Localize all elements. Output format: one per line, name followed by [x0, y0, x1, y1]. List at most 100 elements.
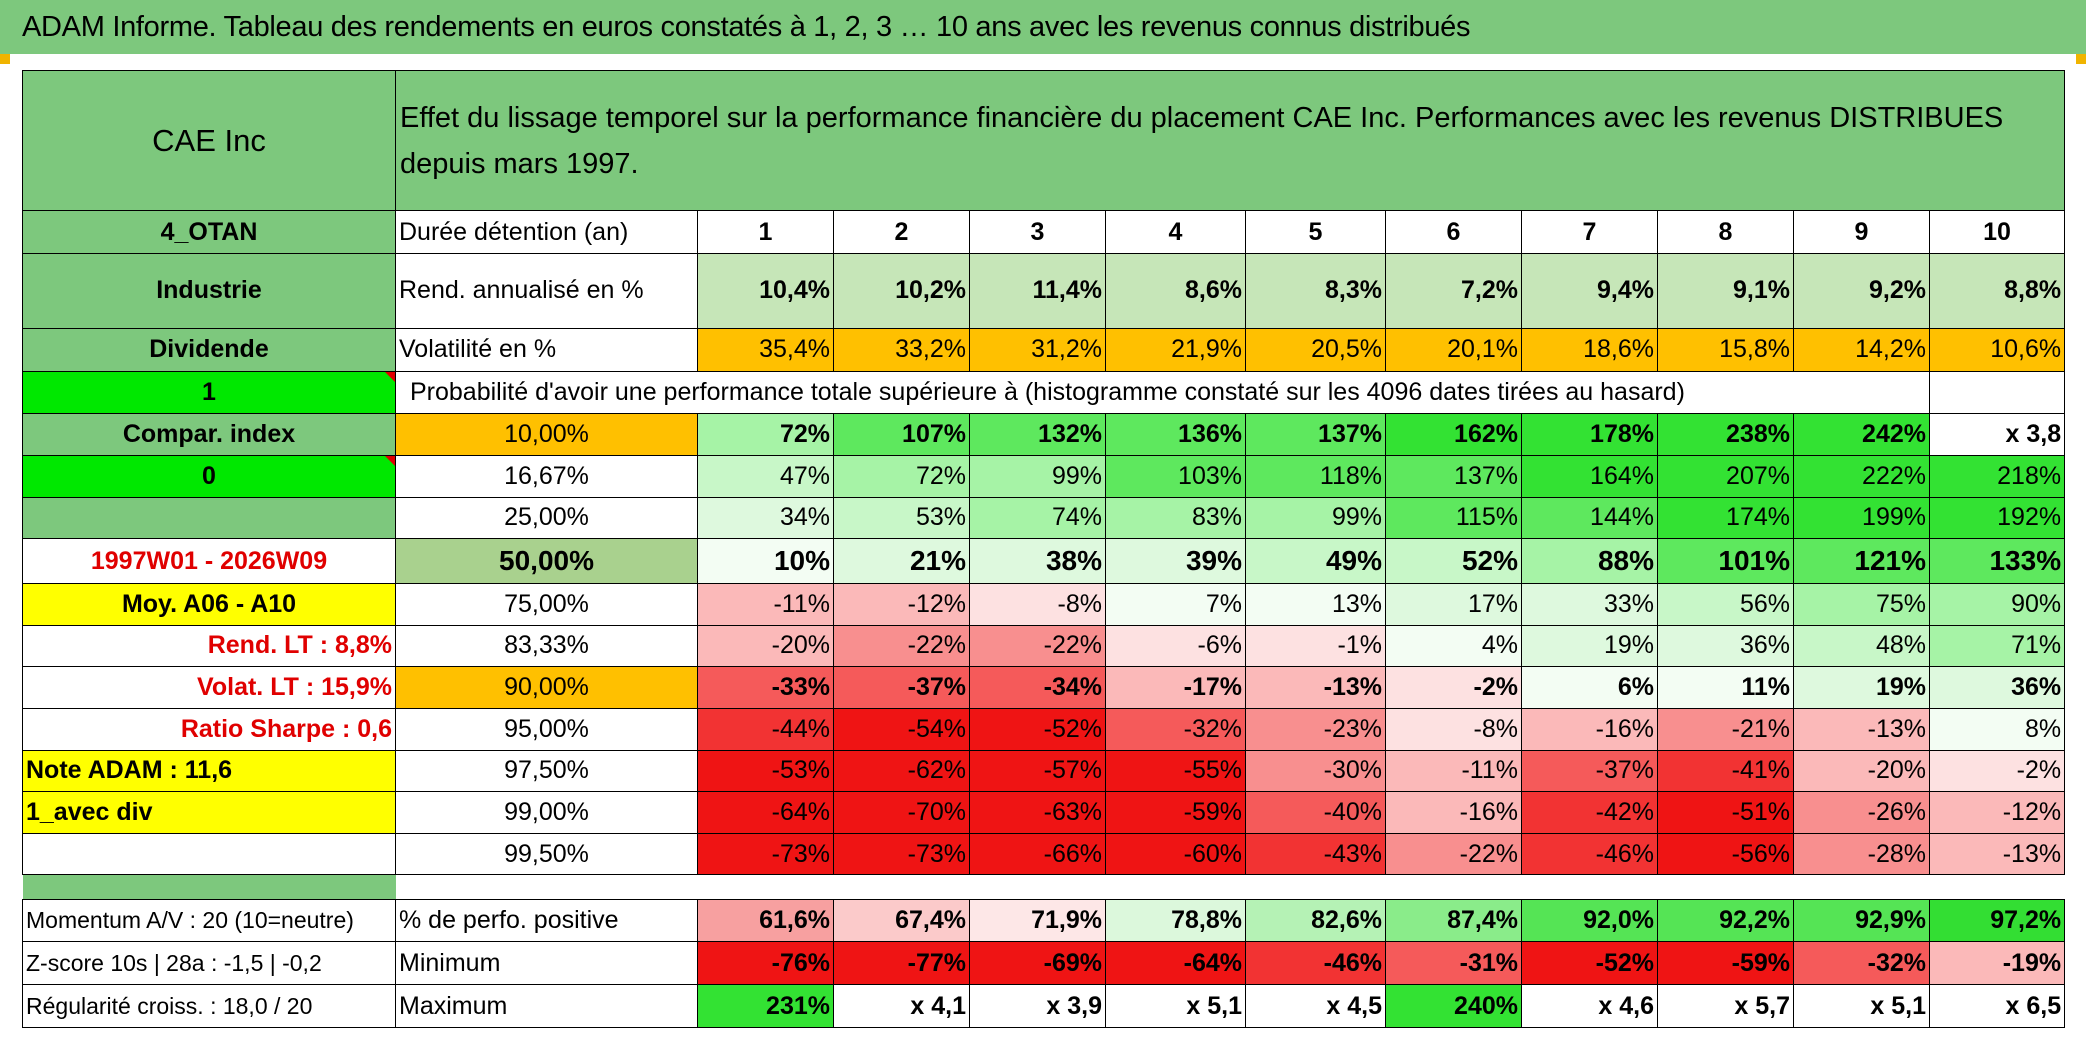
- asset-type: Dividende: [22, 328, 396, 372]
- table-row: Momentum A/V : 20 (10=neutre)% de perfo.…: [22, 898, 2066, 943]
- maximum-value: x 5,1: [1105, 984, 1246, 1028]
- percentile-value: -32%: [1105, 707, 1246, 751]
- year-header: 1: [697, 210, 834, 254]
- percentile-value: -52%: [969, 707, 1106, 751]
- maximum-value: x 5,7: [1657, 984, 1794, 1028]
- table-row: [22, 874, 2065, 900]
- vol-label: Volatilité en %: [395, 328, 698, 372]
- table-row: 25,00% 34% 53% 74% 83% 99% 115% 144% 174% 199% 192…: [22, 496, 2066, 540]
- percentile-value: 137%: [1385, 454, 1522, 498]
- percentile-value: -11%: [1385, 749, 1522, 793]
- percentile-label: 25,00%: [395, 496, 698, 540]
- percentile-value: -60%: [1105, 832, 1246, 876]
- percentile-value: 19%: [1521, 624, 1658, 668]
- percentile-label: 99,00%: [395, 791, 698, 834]
- table-row: Dividende Volatilité en % 35,4% 33,2% 31,2% 2…: [22, 328, 2066, 372]
- table-row: 0 16,67% 47% 72% 99% 103% 118% 137% 164% 207% 222%…: [22, 454, 2066, 498]
- table-row: Moy. A06 - A10 75,00% -11% -12% -8% 7% 13% 17% 3…: [22, 582, 2066, 626]
- percentile-value: 72%: [833, 454, 970, 498]
- table-row: 99,50% -73% -73% -66% -60% -43% -22% -46% -56% -2…: [22, 832, 2066, 876]
- positive-value: 92,9%: [1793, 898, 1930, 943]
- percentile-value: -55%: [1105, 749, 1246, 793]
- positive-value: 67,4%: [833, 898, 970, 943]
- positive-value: 92,0%: [1521, 898, 1658, 943]
- percentile-value: 118%: [1245, 454, 1386, 498]
- percentile-value: -2%: [1928, 749, 2066, 793]
- percentile-label: 95,00%: [395, 707, 698, 751]
- percentile-value: -22%: [833, 624, 970, 668]
- percentile-value: -13%: [1245, 666, 1386, 709]
- zscore: Z-score 10s | 28a : -1,5 | -0,2: [22, 941, 396, 986]
- percentile-value: 11%: [1657, 666, 1794, 709]
- percentile-value: -37%: [1521, 749, 1658, 793]
- percentile-value: -44%: [697, 707, 834, 751]
- note-adam: Note ADAM : 11,6: [22, 749, 396, 793]
- percentile-value: 218%: [1928, 454, 2066, 498]
- percentile-value: 21%: [833, 538, 970, 584]
- percentile-value: -66%: [969, 832, 1106, 876]
- percentile-value: -42%: [1521, 791, 1658, 834]
- compar-index: Compar. index: [22, 413, 396, 456]
- percentile-value: 99%: [1245, 496, 1386, 540]
- percentile-value: 137%: [1245, 413, 1386, 456]
- maximum-value: 231%: [697, 984, 834, 1028]
- spacer-green: [22, 874, 396, 900]
- minimum-value: -46%: [1245, 941, 1386, 986]
- rend-value: 9,1%: [1657, 252, 1794, 330]
- percentile-value: -40%: [1245, 791, 1386, 834]
- percentile-value: 162%: [1385, 413, 1522, 456]
- percentile-value: -63%: [969, 791, 1106, 834]
- rend-value: 8,6%: [1105, 252, 1246, 330]
- maximum-value: x 4,5: [1245, 984, 1386, 1028]
- positive-value: 87,4%: [1385, 898, 1522, 943]
- year-header: 7: [1521, 210, 1658, 254]
- year-header: 6: [1385, 210, 1522, 254]
- percentile-value: -20%: [697, 624, 834, 668]
- percentile-label: 10,00%: [395, 413, 698, 456]
- percentile-value: 72%: [697, 413, 834, 456]
- percentile-value: 71%: [1928, 624, 2066, 668]
- percentile-value: 144%: [1521, 496, 1658, 540]
- percentile-value: -16%: [1385, 791, 1522, 834]
- percentile-value: 103%: [1105, 454, 1246, 498]
- percentile-value: -41%: [1657, 749, 1794, 793]
- percentile-value: 101%: [1657, 538, 1794, 584]
- performance-table: CAE Inc Effet du lissage temporel sur la …: [22, 69, 2066, 1028]
- year-header: 8: [1657, 210, 1794, 254]
- percentile-value: 7%: [1105, 582, 1246, 626]
- moy-label: Moy. A06 - A10: [22, 582, 396, 626]
- positive-value: 61,6%: [697, 898, 834, 943]
- year-header: 3: [969, 210, 1106, 254]
- percentile-value: -8%: [1385, 707, 1522, 751]
- percentile-label: 90,00%: [395, 666, 698, 709]
- percentile-value: 47%: [697, 454, 834, 498]
- table-row: 1_avec div 99,00% -64% -70% -63% -59% -40% -16%…: [22, 791, 2066, 834]
- asset-name: CAE Inc: [22, 69, 396, 212]
- minimum-value: -31%: [1385, 941, 1522, 986]
- percentile-value: -16%: [1521, 707, 1658, 751]
- positive-value: 97,2%: [1928, 898, 2066, 943]
- percentile-value: 192%: [1928, 496, 2066, 540]
- percentile-value: 38%: [969, 538, 1106, 584]
- rend-lt: Rend. LT : 8,8%: [22, 624, 396, 668]
- percentile-value: 6%: [1521, 666, 1658, 709]
- percentile-value: 52%: [1385, 538, 1522, 584]
- percentile-value: -2%: [1385, 666, 1522, 709]
- table-row: Ratio Sharpe : 0,6 95,00% -44% -54% -52% -32%…: [22, 707, 2066, 751]
- percentile-value: -26%: [1793, 791, 1930, 834]
- rend-label: Rend. annualisé en %: [395, 252, 698, 330]
- report-title: ADAM Informe. Tableau des rendements en …: [0, 0, 2086, 54]
- percentile-value: 107%: [833, 413, 970, 456]
- performance-table-wrapper: CAE Inc Effet du lissage temporel sur la …: [22, 69, 2066, 1028]
- corner-marker-left: [0, 54, 10, 64]
- percentile-value: -64%: [697, 791, 834, 834]
- percentile-value: 17%: [1385, 582, 1522, 626]
- percentile-value: -37%: [833, 666, 970, 709]
- table-row: Compar. index 10,00% 72% 107% 132% 136% 137% 16…: [22, 413, 2066, 456]
- percentile-value: 88%: [1521, 538, 1658, 584]
- maximum-value: x 4,1: [833, 984, 970, 1028]
- year-header: 4: [1105, 210, 1246, 254]
- percentile-value: -12%: [1928, 791, 2066, 834]
- table-row: 1997W01 - 2026W09 50,00% 10% 21% 38% 39% 49% 52…: [22, 538, 2066, 584]
- maximum-label: Maximum: [395, 984, 698, 1028]
